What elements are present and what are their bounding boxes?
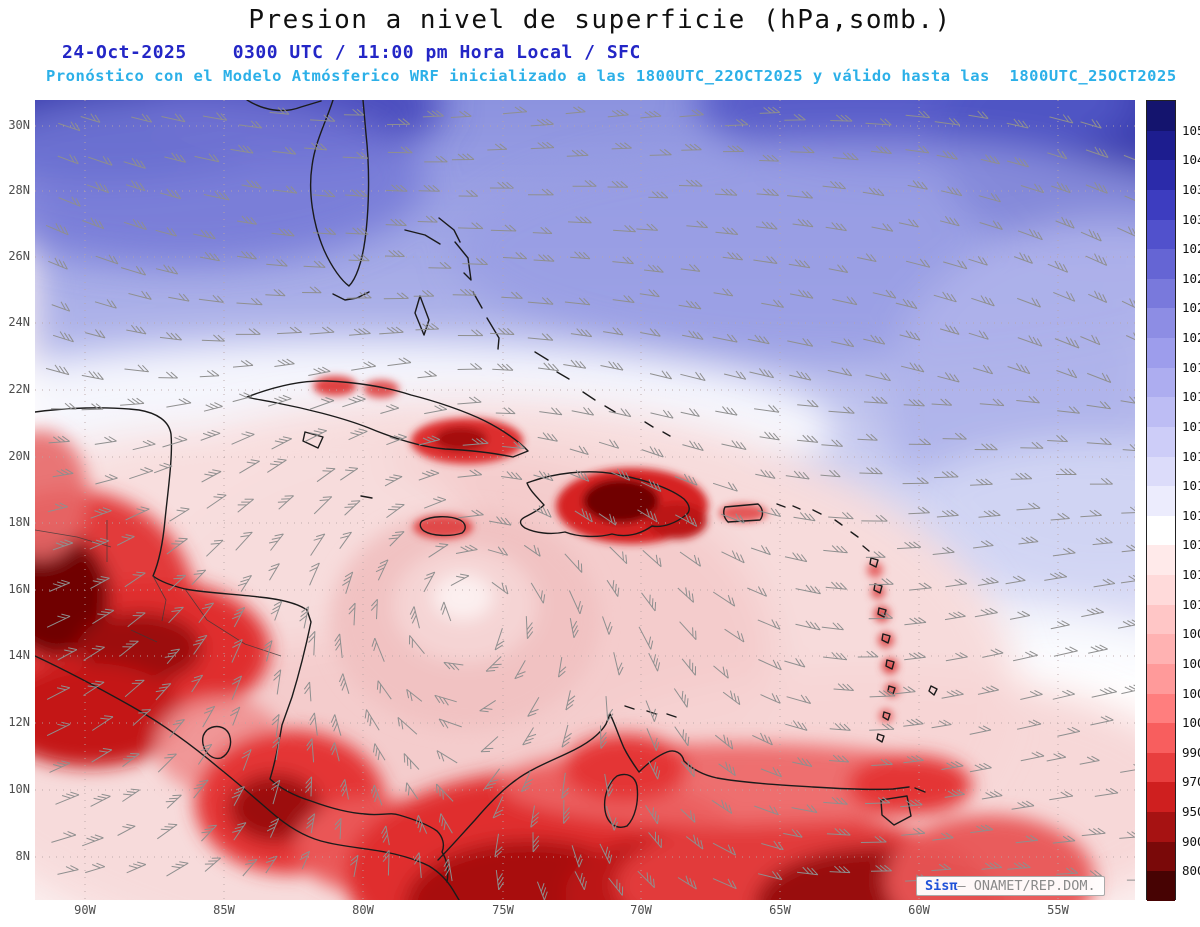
colorbar-label: 1014 [1182, 507, 1200, 523]
colorbar-label: 1008 [1182, 626, 1200, 642]
colorbar-label: 990 [1182, 744, 1200, 760]
lat-label: 22N [8, 382, 30, 396]
lon-label: 65W [769, 903, 791, 917]
pressure-map [35, 100, 1135, 900]
lon-label: 60W [908, 903, 930, 917]
lon-label: 85W [213, 903, 235, 917]
colorbar-segment [1147, 278, 1175, 309]
lon-label: 70W [630, 903, 652, 917]
colorbar-label: 1040 [1182, 152, 1200, 168]
lat-label: 14N [8, 648, 30, 662]
pressure-shading [35, 100, 1135, 900]
lat-label: 10N [8, 782, 30, 796]
colorbar-label: 1018 [1182, 389, 1200, 405]
colorbar-label: 1035 [1182, 181, 1200, 197]
colorbar-label: 1019 [1182, 359, 1200, 375]
colorbar-label: 1050 [1182, 122, 1200, 138]
low-pressure-cells [35, 430, 1095, 900]
lon-label: 55W [1047, 903, 1069, 917]
date-text: 24-Oct-2025 [62, 42, 187, 63]
colorbar-segment [1147, 486, 1175, 516]
colorbar-wrap: 1050 1040 1035 1030 1028 1025 1022 1020 1019 1018… [1146, 100, 1200, 902]
colorbar-segment [1147, 693, 1175, 724]
page-title: Presion a nivel de superficie (hPa,somb.… [248, 5, 952, 35]
lat-label: 18N [8, 515, 30, 529]
colorbar-segment [1147, 160, 1175, 190]
lat-label: 8N [15, 849, 30, 863]
colorbar-label: 1013 [1182, 537, 1200, 553]
colorbar-segment [1147, 871, 1175, 901]
colorbar-label: 1012 [1182, 567, 1200, 583]
colorbar-label: 1022 [1182, 300, 1200, 316]
colorbar-label: 950 [1182, 804, 1200, 820]
colorbar-segment [1147, 338, 1175, 368]
lat-label: 12N [8, 715, 30, 729]
colorbar-label: 1028 [1182, 241, 1200, 257]
lon-label: 75W [492, 903, 514, 917]
colorbar-segment [1147, 575, 1175, 605]
colorbar-segment [1147, 426, 1175, 457]
colorbar-segment [1147, 812, 1175, 842]
colorbar-segment [1147, 752, 1175, 783]
colorbar-label: 1016 [1182, 448, 1200, 464]
colorbar-segment [1147, 130, 1175, 161]
map-area [35, 100, 1135, 900]
colorbar-segment [1147, 101, 1175, 131]
lat-label: 26N [8, 249, 30, 263]
validity-text: 0300 UTC / 11:00 pm Hora Local / SFC [232, 42, 641, 63]
colorbar-label: 1017 [1182, 418, 1200, 434]
watermark: Sisπ— ONAMET/REP.DOM. [916, 876, 1105, 896]
colorbar-label: 1000 [1182, 715, 1200, 731]
forecast-line: Pronóstico con el Modelo Atmósferico WRF… [46, 67, 1177, 85]
colorbar-segment [1147, 456, 1175, 487]
low-center-rings [330, 510, 600, 730]
colorbar-segment [1147, 189, 1175, 220]
lat-label: 16N [8, 582, 30, 596]
colorbar-label: 1020 [1182, 330, 1200, 346]
wind-barbs [45, 106, 1135, 900]
colorbar-label: 1002 [1182, 685, 1200, 701]
colorbar-segment [1147, 219, 1175, 250]
colorbar-label: 900 [1182, 833, 1200, 849]
lon-label: 80W [352, 903, 374, 917]
colorbar-segment [1147, 367, 1175, 398]
lat-label: 24N [8, 315, 30, 329]
colorbar-segment [1147, 397, 1175, 427]
colorbar-segment [1147, 545, 1175, 575]
lat-label: 20N [8, 449, 30, 463]
pressure-colorbar [1146, 100, 1176, 901]
colorbar-segment [1147, 663, 1175, 694]
colorbar-label: 1015 [1182, 478, 1200, 494]
colorbar-segment [1147, 782, 1175, 812]
lon-label: 90W [74, 903, 96, 917]
watermark-brand: Sisπ [925, 878, 958, 894]
colorbar-segment [1147, 841, 1175, 872]
colorbar-label: 1006 [1182, 655, 1200, 671]
coastlines [35, 100, 938, 900]
colorbar-segment [1147, 249, 1175, 279]
colorbar-label: 1025 [1182, 270, 1200, 286]
lat-label: 28N [8, 183, 30, 197]
colorbar-segment [1147, 723, 1175, 753]
colorbar-segment [1147, 308, 1175, 338]
country-borders [35, 520, 282, 657]
colorbar-segment [1147, 515, 1175, 546]
colorbar-segment [1147, 604, 1175, 635]
colorbar-label: 1030 [1182, 211, 1200, 227]
colorbar-segment [1147, 634, 1175, 664]
lat-label: 30N [8, 118, 30, 132]
datetime-line: 24-Oct-2025 0300 UTC / 11:00 pm Hora Loca… [62, 42, 641, 63]
colorbar-label: 970 [1182, 774, 1200, 790]
watermark-credit: — ONAMET/REP.DOM. [957, 878, 1096, 894]
colorbar-label: 800 [1182, 863, 1200, 879]
